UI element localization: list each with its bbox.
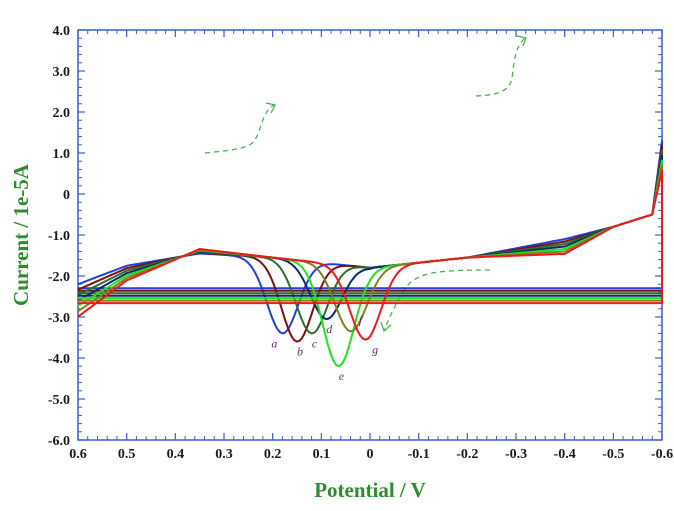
- arrow-reverse: [383, 269, 491, 331]
- arrow-forward-left: [204, 104, 275, 154]
- peak-label-d: d: [326, 322, 333, 336]
- peak-label-g: g: [372, 343, 378, 357]
- cv-curve-g: [77, 169, 663, 341]
- peak-label-e: e: [339, 369, 345, 383]
- x-tick-label: 0.3: [215, 447, 233, 462]
- y-tick-label: -4.0: [48, 352, 70, 367]
- y-tick-label: 3.0: [53, 65, 71, 80]
- peak-label-a: a: [271, 336, 277, 350]
- cv-curves: [77, 139, 663, 368]
- y-tick-label: 1.0: [53, 147, 71, 162]
- arrow-head: [265, 102, 276, 114]
- x-tick-label: 0.4: [167, 447, 185, 462]
- plot-frame: [77, 29, 663, 441]
- tick-labels: 0.6 0.5 0.4 0.3 0.2 0.1 0 -0.1 -0.2 -0.3 -0.4 -0.5 -…: [48, 24, 673, 462]
- x-tick-label: -0.5: [602, 447, 624, 462]
- x-tick-label: 0.1: [313, 447, 331, 462]
- y-tick-label: 4.0: [53, 24, 71, 39]
- y-axis-title: Current / 1e-5A: [9, 163, 33, 306]
- y-tick-label: -6.0: [48, 434, 70, 449]
- y-tick-label: -2.0: [48, 270, 70, 285]
- x-tick-label: -0.2: [456, 447, 478, 462]
- x-tick-label: -0.3: [505, 447, 527, 462]
- arrow-head: [380, 321, 392, 333]
- y-tick-label: 0: [63, 188, 70, 203]
- y-tick-label: -5.0: [48, 393, 70, 408]
- arrow-head: [516, 35, 527, 47]
- axis-ticks: [77, 29, 663, 441]
- peak-label-b: b: [297, 345, 303, 359]
- peak-label-f: f: [359, 312, 364, 326]
- x-tick-label: -0.1: [408, 447, 430, 462]
- x-tick-label: 0.5: [118, 447, 136, 462]
- y-tick-label: -1.0: [48, 229, 70, 244]
- peak-label-c: c: [312, 336, 318, 350]
- x-tick-label: -0.4: [554, 447, 576, 462]
- cv-curve-a: [77, 139, 663, 335]
- scan-direction-arrows: [204, 35, 527, 333]
- x-tick-label: 0: [367, 447, 374, 462]
- x-tick-label: 0.2: [264, 447, 282, 462]
- arrow-forward-right: [475, 37, 526, 97]
- x-tick-label: -0.6: [651, 447, 673, 462]
- y-tick-label: 2.0: [53, 106, 71, 121]
- x-axis-title: Potential / V: [314, 478, 426, 502]
- x-tick-label: 0.6: [69, 447, 87, 462]
- peak-labels: a bcd e f g: [271, 312, 378, 383]
- y-tick-label: -3.0: [48, 311, 70, 326]
